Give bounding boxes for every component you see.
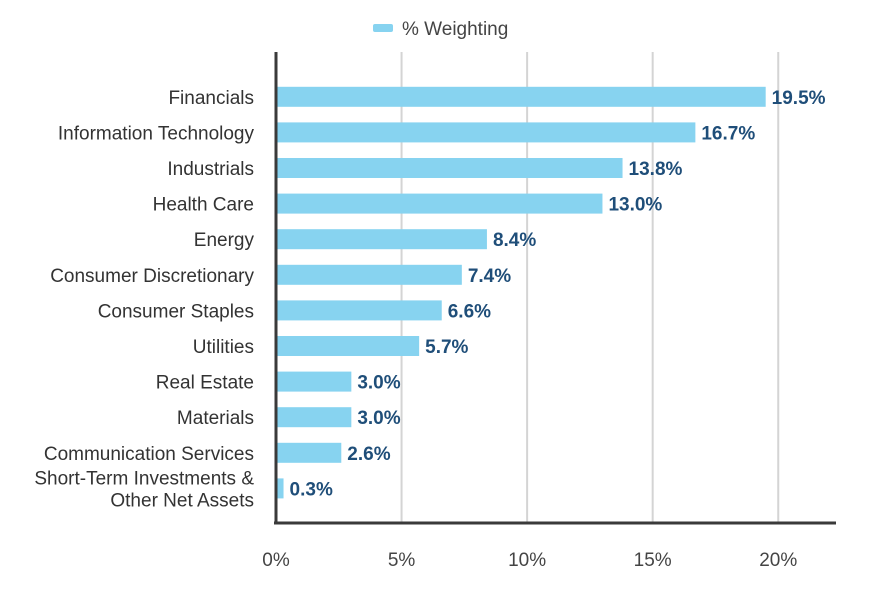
data-label: 2.6% xyxy=(347,444,390,465)
data-label: 19.5% xyxy=(772,88,826,109)
data-label: 13.8% xyxy=(629,159,683,180)
category-label: Consumer Staples xyxy=(98,301,254,322)
bar xyxy=(277,158,623,178)
x-tick-label: 15% xyxy=(634,550,672,571)
data-label: 0.3% xyxy=(290,479,333,500)
bars xyxy=(277,86,766,499)
category-label: Utilities xyxy=(193,337,254,358)
data-label: 3.0% xyxy=(357,373,400,394)
category-label: Energy xyxy=(194,230,255,251)
category-label: Materials xyxy=(177,408,254,429)
x-tick-label: 20% xyxy=(759,550,797,571)
legend-label: % Weighting xyxy=(402,19,508,40)
category-labels: Financials Information Technology Industri… xyxy=(34,88,254,512)
axes xyxy=(274,52,836,525)
category-label: Short-Term Investments & xyxy=(34,468,254,489)
category-label: Real Estate xyxy=(156,373,254,394)
data-labels: 19.5% 16.7% 13.8% 13.0% 8.4% 7.4% 6.6% 5.7% 3.0%… xyxy=(290,88,826,501)
category-label: Information Technology xyxy=(58,123,255,144)
legend: % Weighting xyxy=(373,19,508,40)
category-label: Financials xyxy=(168,88,254,109)
bar xyxy=(277,229,487,250)
bar xyxy=(277,122,696,143)
category-label: Communication Services xyxy=(44,444,254,465)
bar xyxy=(277,193,603,214)
category-label: Other Net Assets xyxy=(110,490,254,511)
x-tick-label: 0% xyxy=(262,550,290,571)
bar xyxy=(277,371,352,392)
data-label: 13.0% xyxy=(608,195,662,216)
data-label: 7.4% xyxy=(468,266,511,287)
category-label: Health Care xyxy=(153,195,254,216)
bar xyxy=(277,478,284,499)
x-tick-label: 5% xyxy=(388,550,416,571)
bar xyxy=(277,300,442,321)
category-label: Industrials xyxy=(167,159,254,180)
x-tick-label: 10% xyxy=(508,550,546,571)
bar xyxy=(277,442,342,463)
bar xyxy=(277,86,766,107)
data-label: 8.4% xyxy=(493,230,536,251)
data-label: 3.0% xyxy=(357,408,400,429)
data-label: 16.7% xyxy=(701,123,755,144)
bar xyxy=(277,264,462,285)
bar xyxy=(277,336,420,356)
bar xyxy=(277,407,352,428)
x-tick-labels: 0% 5% 10% 15% 20% xyxy=(262,550,797,571)
data-label: 6.6% xyxy=(448,301,491,322)
legend-swatch xyxy=(373,24,393,32)
category-label: Consumer Discretionary xyxy=(50,266,254,287)
data-label: 5.7% xyxy=(425,337,468,358)
